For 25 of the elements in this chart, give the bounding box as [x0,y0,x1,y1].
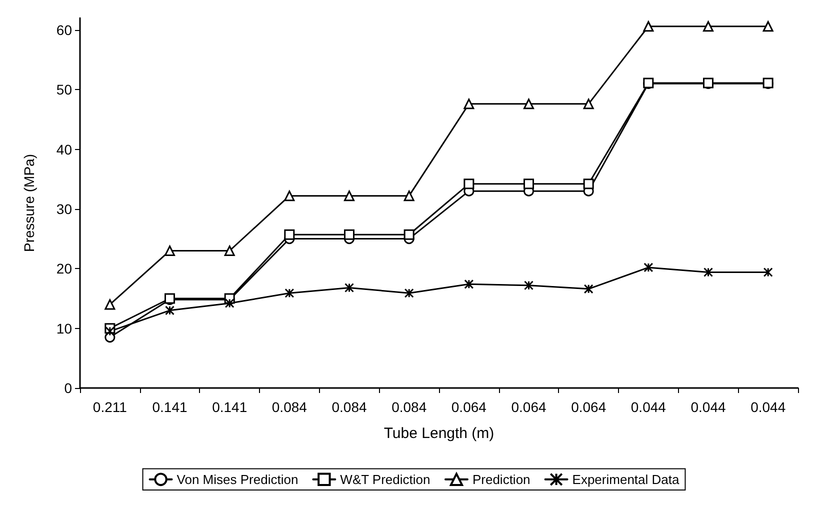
x-tick-label: 0.044 [630,399,666,415]
x-tick-label: 0.084 [332,399,367,415]
x-tick-label: 0.064 [571,399,606,415]
y-tick-label: 40 [56,141,72,158]
y-tick-label: 60 [56,22,72,38]
legend-label: Prediction [472,472,530,487]
x-tick-label: 0.064 [451,399,487,415]
x-tick-label: 0.141 [212,399,248,415]
x-tick-label: 0.084 [392,399,427,415]
y-axis-title: Pressure (MPa) [21,154,37,252]
legend-label: W&T Prediction [340,472,430,487]
x-tick-label: 0.211 [92,399,128,415]
x-tick-label: 0.084 [272,399,308,415]
y-tick-label: 30 [56,200,72,217]
x-tick-label: 0.044 [690,399,726,415]
legend-label: Von Mises Prediction [176,472,298,487]
x-tick-label: 0.141 [152,399,188,415]
legend-label: Experimental Data [572,472,680,487]
x-tick-label: 0.044 [750,399,786,415]
x-tick-label: 0.064 [511,399,546,415]
y-tick-label: 0 [64,380,72,396]
y-tick-label: 20 [56,260,72,277]
y-tick-label: 50 [56,82,72,98]
x-axis-title: Tube Length (m) [384,425,494,442]
y-tick-label: 10 [56,320,72,336]
